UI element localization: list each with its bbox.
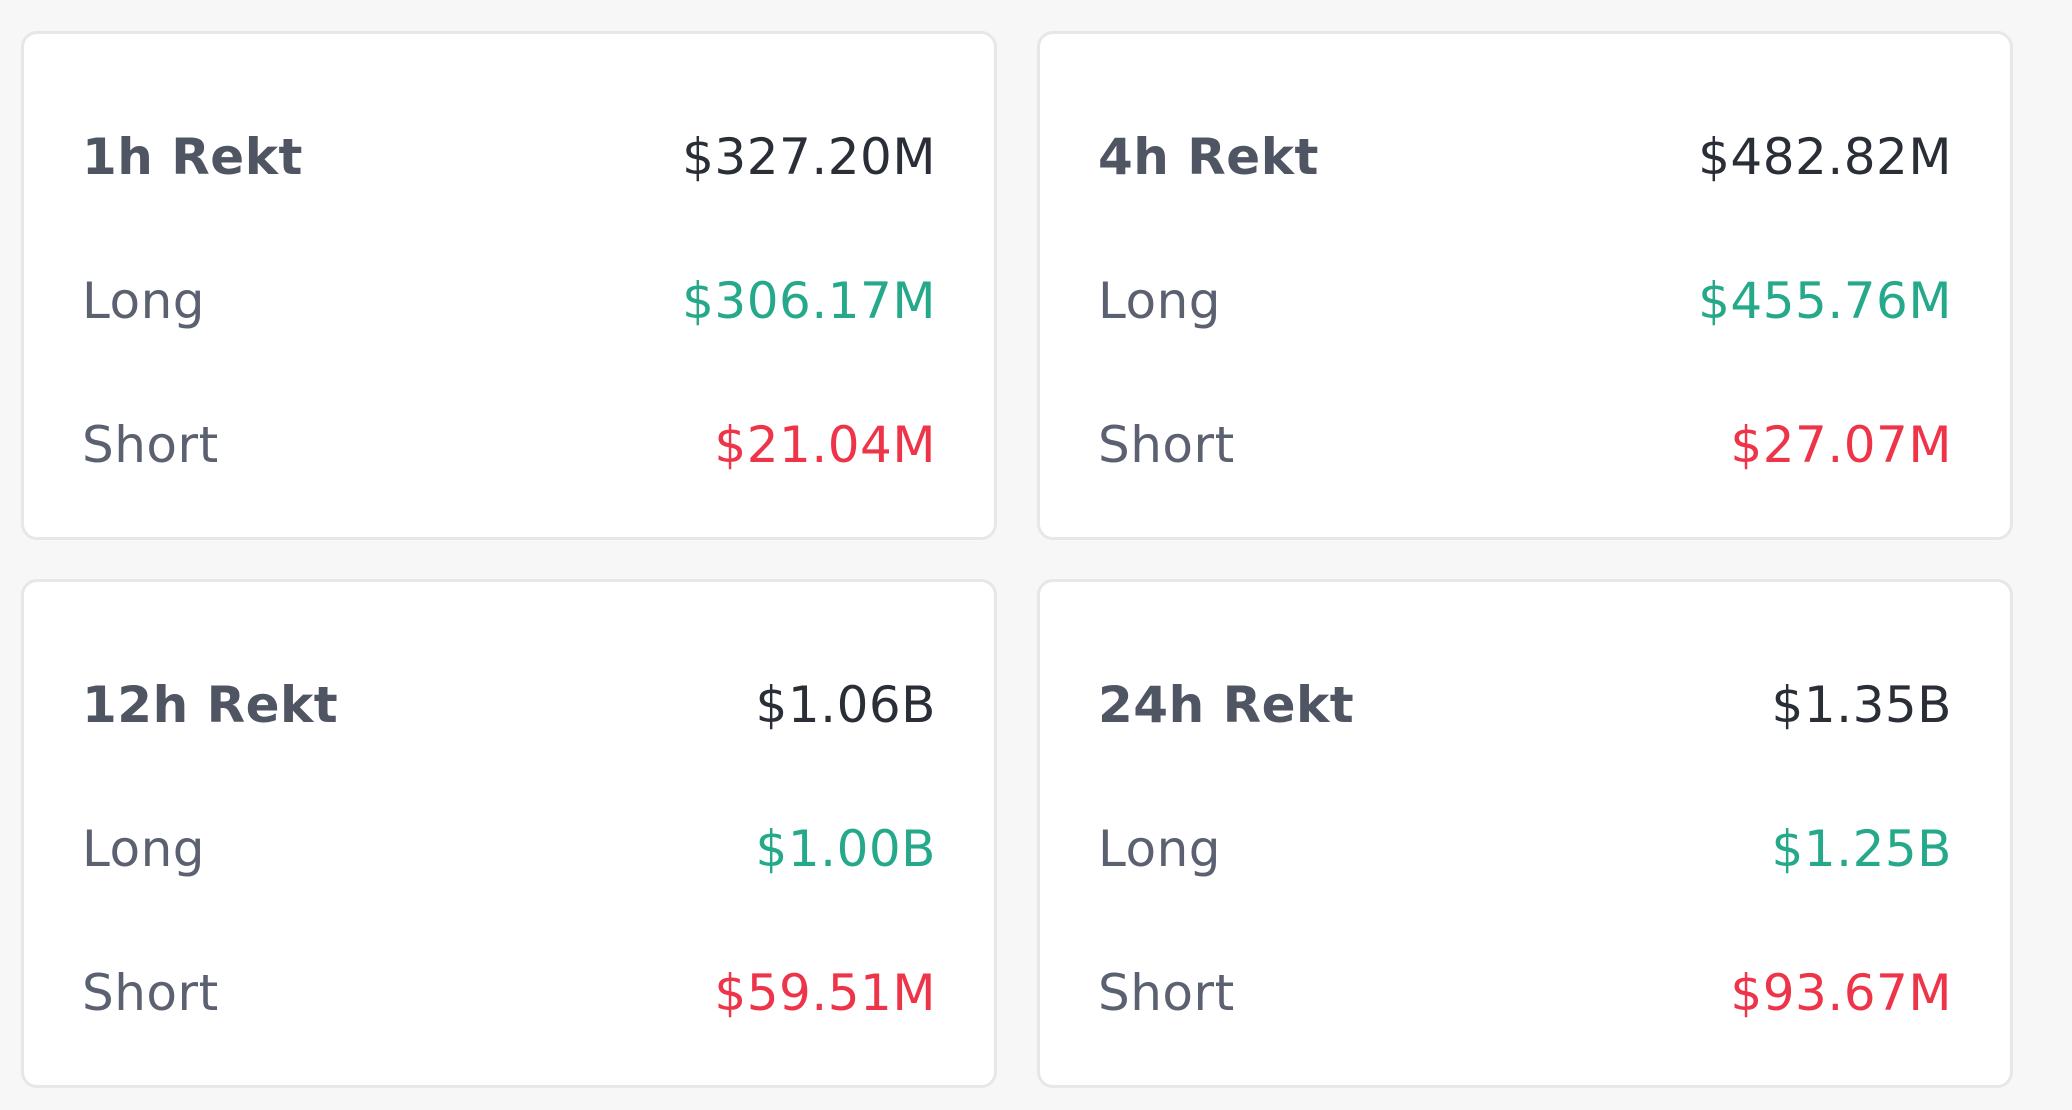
long-label: Long xyxy=(82,272,205,330)
long-label: Long xyxy=(1098,820,1221,878)
rekt-card-24h: 24h Rekt $1.35B Long $1.25B Short $93.67… xyxy=(1037,579,2013,1088)
total-row: 12h Rekt $1.06B xyxy=(82,670,936,740)
total-row: 1h Rekt $327.20M xyxy=(82,122,936,192)
long-row: Long $306.17M xyxy=(82,266,936,336)
card-title: 1h Rekt xyxy=(82,128,303,186)
total-row: 4h Rekt $482.82M xyxy=(1098,122,1952,192)
short-label: Short xyxy=(82,964,219,1022)
rekt-card-12h: 12h Rekt $1.06B Long $1.00B Short $59.51… xyxy=(21,579,997,1088)
short-value: $27.07M xyxy=(1730,416,1952,474)
card-title: 12h Rekt xyxy=(82,676,339,734)
card-title: 24h Rekt xyxy=(1098,676,1355,734)
long-value: $1.25B xyxy=(1771,820,1952,878)
total-value: $1.35B xyxy=(1771,676,1952,734)
short-value: $93.67M xyxy=(1730,964,1952,1022)
long-value: $1.00B xyxy=(755,820,936,878)
total-value: $327.20M xyxy=(682,128,936,186)
long-label: Long xyxy=(82,820,205,878)
short-row: Short $27.07M xyxy=(1098,410,1952,480)
long-row: Long $1.00B xyxy=(82,814,936,884)
short-value: $21.04M xyxy=(714,416,936,474)
long-row: Long $1.25B xyxy=(1098,814,1952,884)
short-label: Short xyxy=(82,416,219,474)
total-value: $482.82M xyxy=(1698,128,1952,186)
long-value: $306.17M xyxy=(682,272,936,330)
short-label: Short xyxy=(1098,964,1235,1022)
short-value: $59.51M xyxy=(714,964,936,1022)
long-value: $455.76M xyxy=(1698,272,1952,330)
rekt-card-1h: 1h Rekt $327.20M Long $306.17M Short $21… xyxy=(21,31,997,540)
card-title: 4h Rekt xyxy=(1098,128,1319,186)
short-row: Short $59.51M xyxy=(82,958,936,1028)
short-row: Short $93.67M xyxy=(1098,958,1952,1028)
long-row: Long $455.76M xyxy=(1098,266,1952,336)
total-value: $1.06B xyxy=(755,676,936,734)
long-label: Long xyxy=(1098,272,1221,330)
total-row: 24h Rekt $1.35B xyxy=(1098,670,1952,740)
rekt-card-4h: 4h Rekt $482.82M Long $455.76M Short $27… xyxy=(1037,31,2013,540)
short-label: Short xyxy=(1098,416,1235,474)
short-row: Short $21.04M xyxy=(82,410,936,480)
